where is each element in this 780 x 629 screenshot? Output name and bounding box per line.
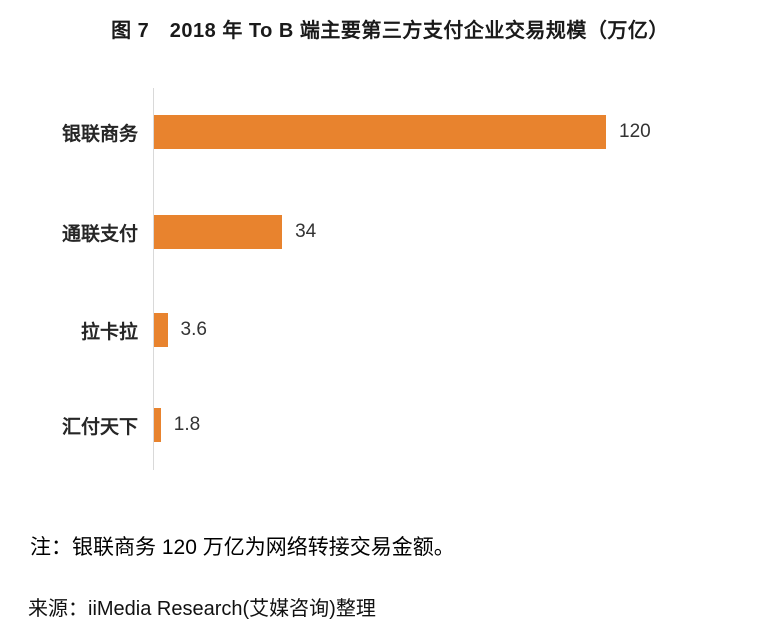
bar-row-tonglian: 通联支付 34 (0, 215, 780, 249)
bar-row-huifu: 汇付天下 1.8 (0, 408, 780, 442)
value-label: 120 (619, 121, 651, 142)
category-label: 汇付天下 (61, 416, 138, 438)
category-label: 通联支付 (61, 223, 138, 245)
value-label: 3.6 (180, 319, 207, 340)
value-label: 34 (295, 221, 317, 242)
category-label: 拉卡拉 (80, 321, 138, 343)
bar-row-lakala: 拉卡拉 3.6 (0, 313, 780, 347)
y-axis-line (153, 88, 154, 470)
chart-source: 来源：iiMedia Research(艾媒咨询)整理 (28, 598, 376, 620)
bar-row-yinlian: 银联商务 120 (0, 115, 780, 149)
bar (154, 215, 283, 249)
chart-note: 注：银联商务 120 万亿为网络转接交易金额。 (30, 536, 455, 559)
bar (154, 115, 606, 149)
category-label: 银联商务 (61, 123, 138, 145)
value-label: 1.8 (173, 414, 201, 435)
chart-title: 图 7 2018 年 To B 端主要第三方支付企业交易规模（万亿） (111, 20, 669, 42)
bar (154, 408, 161, 442)
bar (154, 313, 168, 347)
